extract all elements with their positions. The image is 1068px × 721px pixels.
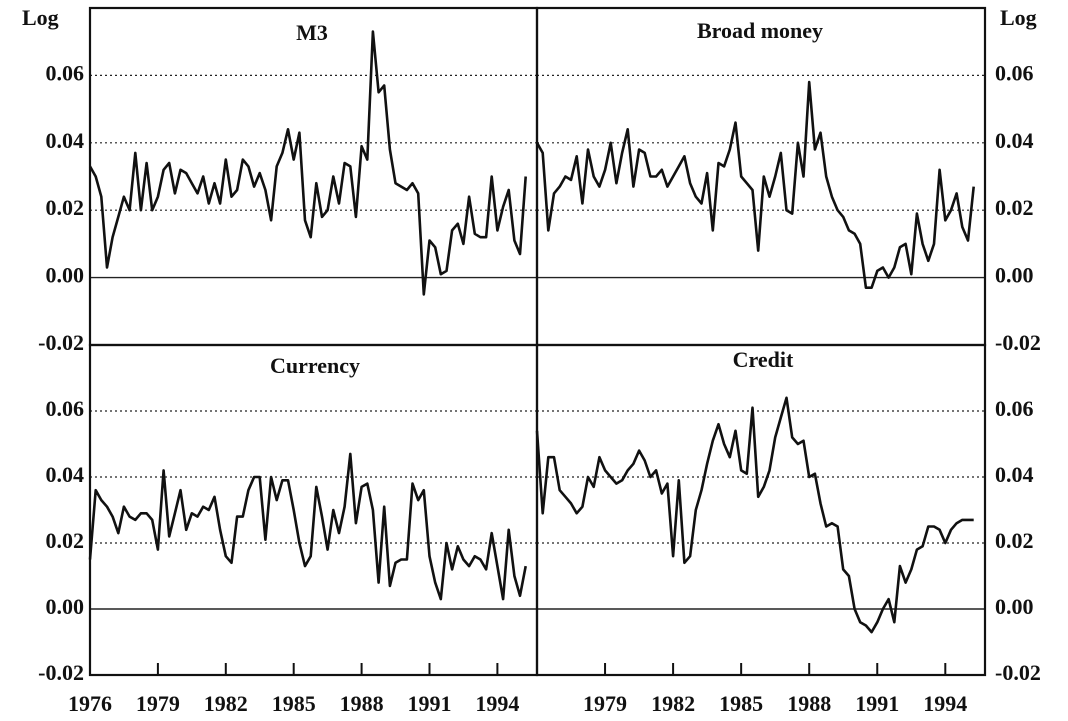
x-tick-label: 1985 [272, 691, 316, 716]
data-line [535, 396, 974, 634]
y-axis-label: Log [22, 5, 59, 30]
y-tick-label: 0.04 [995, 128, 1034, 153]
x-tick-label: 1994 [923, 691, 967, 716]
x-tick-label: 1982 [204, 691, 248, 716]
panel-title: Credit [733, 347, 794, 372]
data-line [88, 452, 527, 601]
y-tick-label: 0.04 [995, 462, 1034, 487]
panel-frame [88, 6, 539, 347]
y-tick-label: -0.02 [995, 330, 1041, 355]
x-tick-label: 1985 [719, 691, 763, 716]
x-tick-label: 1979 [136, 691, 180, 716]
y-tick-label: 0.04 [46, 128, 85, 153]
panel-title: Broad money [697, 18, 823, 43]
x-tick-label: 1976 [68, 691, 112, 716]
data-line [88, 30, 527, 296]
y-tick-label: 0.02 [46, 528, 85, 553]
panel-frame [535, 6, 987, 347]
x-tick-label: 1979 [583, 691, 627, 716]
y-tick-label: -0.02 [995, 660, 1041, 685]
panel-title: M3 [296, 20, 328, 45]
y-tick-label: 0.02 [995, 528, 1034, 553]
y-tick-label: 0.02 [46, 195, 85, 220]
y-tick-label: 0.00 [995, 594, 1034, 619]
x-tick-label: 1991 [407, 691, 451, 716]
x-tick-label: 1991 [855, 691, 899, 716]
y-tick-label: 0.06 [995, 60, 1034, 85]
y-tick-label: 0.00 [46, 263, 85, 288]
y-tick-label: 0.00 [995, 263, 1034, 288]
y-tick-label: 0.00 [46, 594, 85, 619]
x-tick-label: 1988 [787, 691, 831, 716]
y-tick-label: 0.04 [46, 462, 85, 487]
y-tick-label: 0.06 [46, 396, 85, 421]
y-tick-label: 0.06 [995, 396, 1034, 421]
x-tick-label: 1994 [475, 691, 519, 716]
panel-frame [535, 343, 987, 677]
y-axis-label: Log [1000, 5, 1037, 30]
panel-title: Currency [270, 353, 360, 378]
y-tick-label: -0.02 [38, 330, 84, 355]
data-line [535, 80, 975, 289]
y-tick-label: 0.06 [46, 60, 85, 85]
y-tick-label: -0.02 [38, 660, 84, 685]
y-tick-label: 0.02 [995, 195, 1034, 220]
x-tick-label: 1982 [651, 691, 695, 716]
x-tick-label: 1988 [340, 691, 384, 716]
